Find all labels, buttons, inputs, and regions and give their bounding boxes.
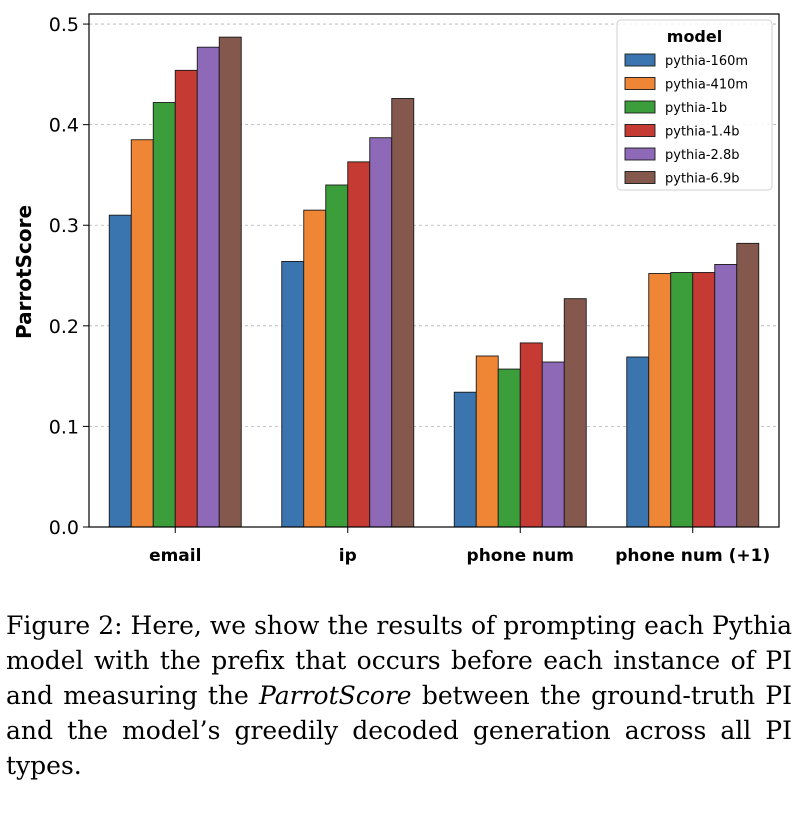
bar [218, 36, 242, 528]
legend-box [616, 19, 773, 191]
bar [281, 260, 305, 528]
legend-swatch [624, 100, 656, 114]
legend-label: pythia-410m [665, 78, 748, 93]
legend-label: pythia-1b [665, 101, 727, 116]
legend-swatch [624, 171, 656, 184]
bar [108, 214, 132, 528]
legend-label: pythia-6.9b [665, 172, 739, 187]
bar [563, 298, 587, 528]
bar [453, 391, 477, 528]
legend-swatch [624, 124, 656, 137]
legend-label: pythia-2.8b [665, 148, 739, 163]
legend-swatch [624, 147, 656, 161]
bar [130, 139, 154, 528]
legend: model pythia-160m pythia-410m pythia-1b pyth… [616, 19, 773, 191]
y-tick-label: 0.3 [49, 215, 79, 237]
legend-title: model [667, 27, 722, 46]
bar [391, 98, 415, 528]
x-tick-label: phone num [467, 546, 574, 566]
x-tick-label: phone num (+1) [615, 546, 770, 566]
bar [714, 264, 738, 528]
bar [152, 102, 176, 528]
y-tick-label: 0.4 [49, 115, 79, 137]
y-axis-ticks: 0.0 0.1 0.2 0.3 0.4 0.5 [49, 14, 89, 539]
bar-chart: 0.0 0.1 0.2 0.3 0.4 0.5 email ip phone num phone… [12, 13, 780, 566]
bar [670, 272, 694, 528]
legend-swatch [624, 77, 656, 90]
y-tick-label: 0.5 [49, 14, 79, 36]
caption-suffix: between the ground-truth PI and the mode… [6, 681, 792, 780]
bars [108, 36, 760, 528]
legend-label: pythia-1.4b [665, 125, 739, 140]
bar [325, 184, 349, 528]
bar [626, 356, 650, 528]
x-axis-ticks: email ip phone num phone num (+1) [149, 527, 770, 566]
bar [541, 361, 565, 528]
bar [648, 273, 672, 528]
bar [736, 242, 760, 528]
bar [303, 209, 327, 528]
caption-prefix: Figure 2: Here, we show the results of p… [6, 611, 792, 710]
bar [519, 342, 543, 528]
bar [174, 69, 198, 528]
legend-swatch [624, 53, 656, 67]
caption-math: ParrotScore [259, 681, 412, 710]
bar [497, 368, 521, 528]
bar [347, 161, 371, 528]
figure-caption: Figure 2: Here, we show the results of p… [6, 608, 792, 783]
y-axis-label: ParrotScore [12, 205, 36, 339]
bar [692, 272, 716, 528]
y-tick-label: 0.1 [49, 416, 79, 438]
bar [369, 137, 393, 528]
x-tick-label: ip [339, 546, 357, 566]
y-tick-label: 0.2 [49, 316, 79, 338]
bar [196, 46, 220, 528]
x-tick-label: email [149, 546, 201, 566]
bar [475, 355, 499, 528]
legend-label: pythia-160m [665, 54, 748, 69]
plot-frame [88, 13, 780, 528]
y-tick-label: 0.0 [49, 517, 79, 539]
